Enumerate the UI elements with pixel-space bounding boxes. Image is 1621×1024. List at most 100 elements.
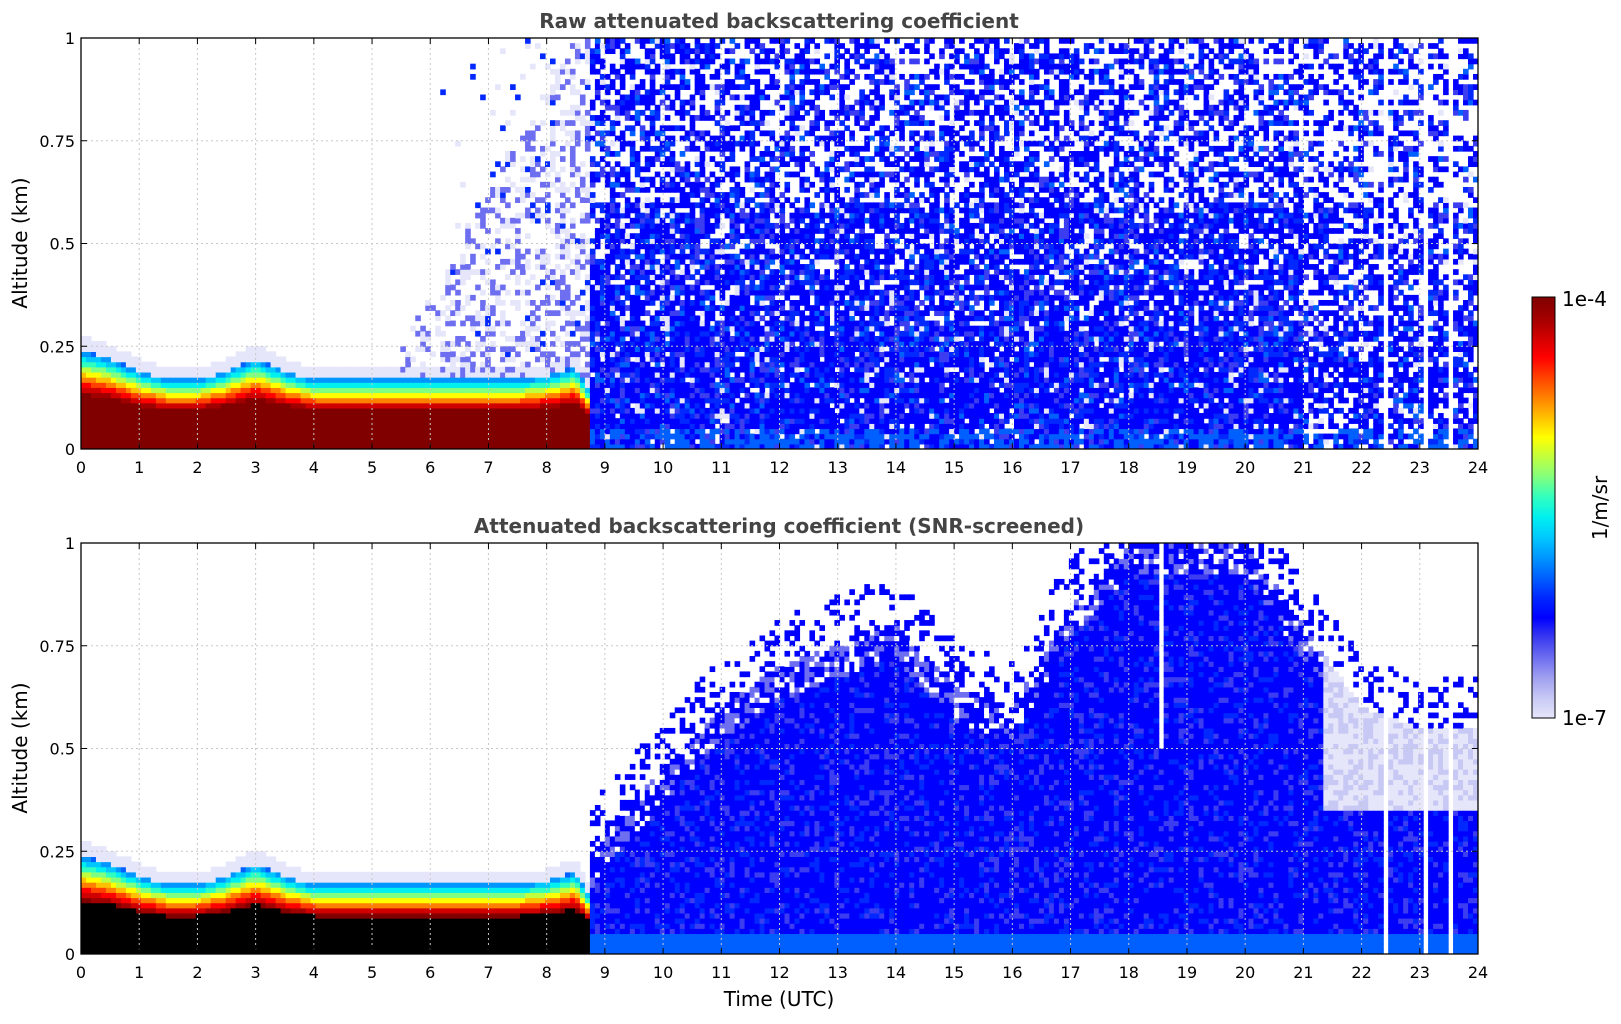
heatmap-cell bbox=[599, 382, 606, 388]
heatmap-cell bbox=[804, 356, 811, 363]
heatmap-cell bbox=[325, 392, 332, 399]
heatmap-cell bbox=[549, 320, 556, 327]
heatmap-cell bbox=[395, 423, 401, 430]
heatmap-cell bbox=[789, 58, 796, 65]
heatmap-cell bbox=[559, 418, 566, 424]
heatmap-cell bbox=[574, 387, 581, 394]
heatmap-cell bbox=[375, 428, 381, 435]
heatmap-cell bbox=[574, 402, 581, 409]
heatmap-cell bbox=[420, 346, 426, 352]
heatmap-cell bbox=[95, 366, 102, 373]
heatmap-cell bbox=[355, 423, 361, 430]
heatmap-cell bbox=[679, 392, 686, 399]
heatmap-cell bbox=[265, 443, 272, 449]
heatmap-cell bbox=[679, 325, 686, 332]
heatmap-cell bbox=[644, 407, 651, 414]
heatmap-cell bbox=[769, 84, 776, 90]
heatmap-cell bbox=[724, 89, 731, 96]
heatmap-cell bbox=[714, 371, 721, 378]
heatmap-cell bbox=[584, 300, 591, 306]
heatmap-cell bbox=[160, 402, 167, 409]
heatmap-cell bbox=[639, 130, 646, 137]
heatmap-cell bbox=[440, 330, 446, 337]
heatmap-cell bbox=[804, 222, 811, 229]
heatmap-cell bbox=[714, 341, 721, 347]
heatmap-cell bbox=[255, 407, 262, 414]
heatmap-cell bbox=[270, 356, 277, 363]
heatmap-cell bbox=[280, 356, 287, 363]
heatmap-cell bbox=[604, 310, 611, 317]
heatmap-cell bbox=[764, 320, 771, 327]
heatmap-cell bbox=[400, 413, 406, 419]
heatmap-cell bbox=[175, 407, 182, 414]
heatmap-cell bbox=[510, 423, 516, 430]
heatmap-cell bbox=[490, 243, 496, 250]
heatmap-cell bbox=[470, 366, 476, 373]
heatmap-cell bbox=[674, 181, 681, 188]
heatmap-cell bbox=[235, 423, 242, 430]
heatmap-cell bbox=[185, 397, 192, 404]
heatmap-cell bbox=[624, 413, 631, 419]
heatmap-cell bbox=[145, 407, 152, 414]
heatmap-cell bbox=[674, 89, 681, 96]
heatmap-cell bbox=[405, 418, 411, 424]
heatmap-cell bbox=[644, 197, 651, 203]
heatmap-cell bbox=[250, 382, 257, 388]
heatmap-cell bbox=[490, 387, 496, 394]
heatmap-cell bbox=[799, 269, 806, 275]
heatmap-cell bbox=[490, 423, 496, 430]
heatmap-cell bbox=[265, 438, 272, 445]
heatmap-cell bbox=[205, 428, 212, 435]
heatmap-cell bbox=[654, 418, 661, 424]
heatmap-cell bbox=[559, 248, 566, 255]
heatmap-cell bbox=[709, 192, 716, 198]
heatmap-cell bbox=[799, 361, 806, 368]
heatmap-cell bbox=[260, 433, 267, 440]
heatmap-cell bbox=[475, 320, 481, 327]
heatmap-cell bbox=[470, 238, 476, 245]
heatmap-cell bbox=[729, 428, 736, 435]
heatmap-cell bbox=[739, 443, 746, 449]
heatmap-cell bbox=[569, 418, 576, 424]
heatmap-cell bbox=[659, 402, 666, 409]
heatmap-cell bbox=[689, 443, 696, 449]
heatmap-cell bbox=[654, 407, 661, 414]
heatmap-cell bbox=[165, 392, 172, 399]
heatmap-cell bbox=[290, 443, 297, 449]
heatmap-cell bbox=[440, 346, 446, 352]
heatmap-cell bbox=[535, 366, 541, 373]
heatmap-cell bbox=[784, 248, 791, 255]
heatmap-cell bbox=[679, 58, 686, 65]
heatmap-cell bbox=[789, 351, 796, 358]
heatmap-cell bbox=[789, 356, 796, 363]
heatmap-cell bbox=[455, 335, 461, 342]
heatmap-cell bbox=[789, 289, 796, 296]
heatmap-cell bbox=[465, 382, 471, 388]
heatmap-cell bbox=[779, 341, 786, 347]
heatmap-cell bbox=[644, 176, 651, 183]
heatmap-cell bbox=[200, 438, 207, 445]
heatmap-cell bbox=[749, 104, 756, 111]
heatmap-cell bbox=[430, 438, 436, 445]
heatmap-cell bbox=[754, 274, 761, 281]
heatmap-cell bbox=[639, 145, 646, 152]
heatmap-cell bbox=[614, 135, 621, 142]
heatmap-cell bbox=[215, 423, 222, 430]
heatmap-cell bbox=[784, 407, 791, 414]
heatmap-cell bbox=[165, 366, 172, 373]
heatmap-cell bbox=[569, 161, 576, 168]
heatmap-cell bbox=[305, 428, 312, 435]
heatmap-cell bbox=[400, 423, 406, 430]
heatmap-cell bbox=[90, 341, 97, 347]
heatmap-cell bbox=[789, 171, 796, 178]
heatmap-cell bbox=[724, 140, 731, 147]
heatmap-cell bbox=[794, 258, 801, 265]
heatmap-cell bbox=[549, 330, 556, 337]
heatmap-cell bbox=[634, 315, 641, 322]
heatmap-cell bbox=[395, 377, 401, 383]
heatmap-cell bbox=[81, 433, 87, 440]
heatmap-cell bbox=[584, 382, 591, 388]
heatmap-cell bbox=[614, 371, 621, 378]
heatmap-cell bbox=[90, 387, 97, 394]
heatmap-cell bbox=[130, 356, 137, 363]
